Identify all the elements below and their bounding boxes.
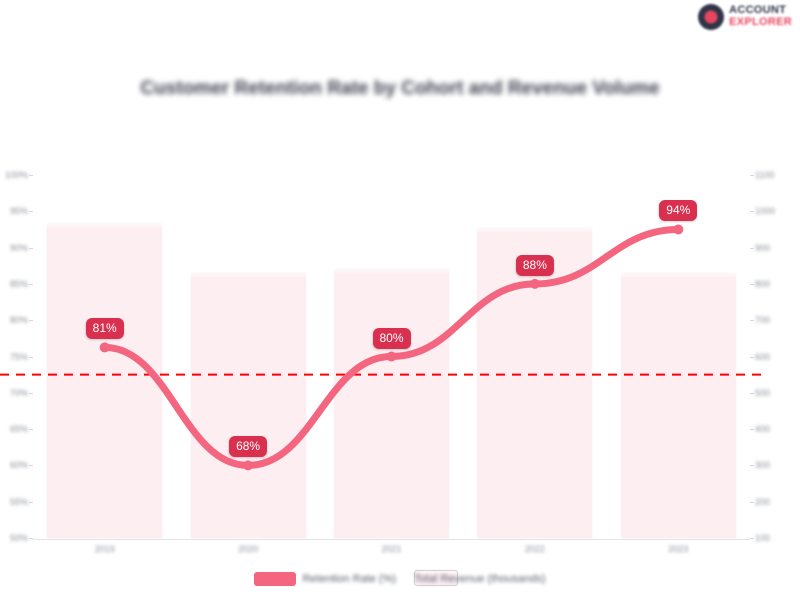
y-tickmark-left-10 <box>29 538 33 539</box>
trend-line <box>101 225 682 469</box>
y-tickmark-left-4 <box>29 320 33 322</box>
y-tick-right-8: 300 <box>755 460 771 471</box>
y-tickmark-right-2 <box>750 247 754 249</box>
line-marker-2023[interactable] <box>673 224 684 235</box>
legend-label-1: Total Revenue (thousands) <box>414 573 546 585</box>
bar-2021[interactable] <box>334 269 449 538</box>
x-axis: 2019 2020 2021 2022 2023 <box>33 539 750 559</box>
brand-logo: ACCOUNT EXPLORER <box>698 4 792 30</box>
y-tick-right-1: 1000 <box>755 206 776 217</box>
y-tickmark-left-0 <box>29 175 33 176</box>
y-tick-right-9: 200 <box>755 496 771 507</box>
bar-2019[interactable] <box>47 222 163 538</box>
y-tick-left-2: 90% <box>9 242 28 253</box>
data-label-2023: 94% <box>659 200 698 222</box>
bar-2020[interactable] <box>190 272 306 538</box>
plot-area: 100% 95% 90% 85% 80% 75% 70% 65% 60% 55% 50% 1100 1… <box>0 170 775 543</box>
y-tickmark-right-4 <box>750 320 754 322</box>
data-label-2019: 81% <box>85 318 124 340</box>
y-tick-right-5: 600 <box>755 351 771 362</box>
y-tick-left-9: 55% <box>9 496 28 507</box>
y-tickmark-left-2 <box>29 247 33 249</box>
x-tick-2022: 2022 <box>524 544 545 554</box>
y-tickmark-left-5 <box>29 356 33 358</box>
legend-swatch-1 <box>414 570 459 586</box>
y-tick-right-0: 1100 <box>755 170 775 180</box>
y-tick-left-3: 85% <box>9 278 28 289</box>
circle-logo-icon <box>698 4 725 30</box>
y-tickmark-right-3 <box>750 283 754 285</box>
y-tick-right-2: 900 <box>755 242 771 253</box>
line-marker-2021[interactable] <box>386 351 397 362</box>
y-tickmark-left-6 <box>29 392 33 394</box>
data-label-2022: 88% <box>515 254 554 276</box>
y-tickmark-right-0 <box>750 175 754 176</box>
y-tick-left-1: 95% <box>9 206 28 217</box>
y-tick-right-7: 400 <box>755 424 771 435</box>
legend-item-0[interactable]: Retention Rate (%) <box>254 572 396 586</box>
y-tick-left-6: 70% <box>9 387 28 398</box>
y-tick-left-4: 80% <box>9 315 28 326</box>
x-axis-line <box>33 539 750 540</box>
x-tick-2021: 2021 <box>381 544 402 554</box>
y-tickmark-right-8 <box>750 465 754 467</box>
bar-2023[interactable] <box>620 272 736 538</box>
logo-wordmark: ACCOUNT EXPLORER <box>729 5 792 28</box>
y-tickmark-right-9 <box>750 501 754 503</box>
y-tick-right-4: 700 <box>755 315 771 326</box>
y-tickmark-right-6 <box>750 392 754 394</box>
data-label-2020: 68% <box>229 436 268 458</box>
line-series-overlay <box>0 224 767 471</box>
logo-line-2: EXPLORER <box>729 16 792 28</box>
y-tick-left-10: 50% <box>9 533 28 543</box>
line-marker-2020[interactable] <box>243 460 254 471</box>
y-tick-left-5: 75% <box>9 351 28 362</box>
x-tick-2019: 2019 <box>94 544 115 554</box>
logo-line-1: ACCOUNT <box>729 4 787 17</box>
y-tickmark-left-7 <box>29 429 33 431</box>
y-tickmark-left-3 <box>29 283 33 285</box>
chart-title: Customer Retention Rate by Cohort and Re… <box>140 78 660 99</box>
y-tickmark-left-1 <box>29 211 33 213</box>
x-tick-2023: 2023 <box>668 544 689 554</box>
y-tick-left-0: 100% <box>4 170 28 180</box>
legend-label-0: Retention Rate (%) <box>302 573 397 585</box>
legend-item-1[interactable]: Total Revenue (thousands) <box>414 570 546 586</box>
y-tick-right-10: 100 <box>755 533 771 543</box>
y-tickmark-right-10 <box>750 538 754 539</box>
line-marker-2022[interactable] <box>529 278 540 289</box>
y-tick-left-8: 60% <box>9 460 28 471</box>
y-tickmark-left-8 <box>29 465 33 467</box>
y-tickmark-left-9 <box>29 501 33 503</box>
y-tickmark-right-1 <box>750 211 754 213</box>
line-marker-2019[interactable] <box>99 342 110 353</box>
y-tick-left-7: 65% <box>9 424 28 435</box>
y-tick-right-3: 800 <box>755 278 771 289</box>
y-tickmark-right-5 <box>750 356 754 358</box>
y-tickmark-right-7 <box>750 429 754 431</box>
data-label-2021: 80% <box>372 327 411 349</box>
y-tick-right-6: 500 <box>755 387 771 398</box>
x-tick-2020: 2020 <box>238 544 259 554</box>
legend-swatch-0 <box>254 572 297 586</box>
chart-legend: Retention Rate (%) Total Revenue (thousan… <box>0 570 800 586</box>
